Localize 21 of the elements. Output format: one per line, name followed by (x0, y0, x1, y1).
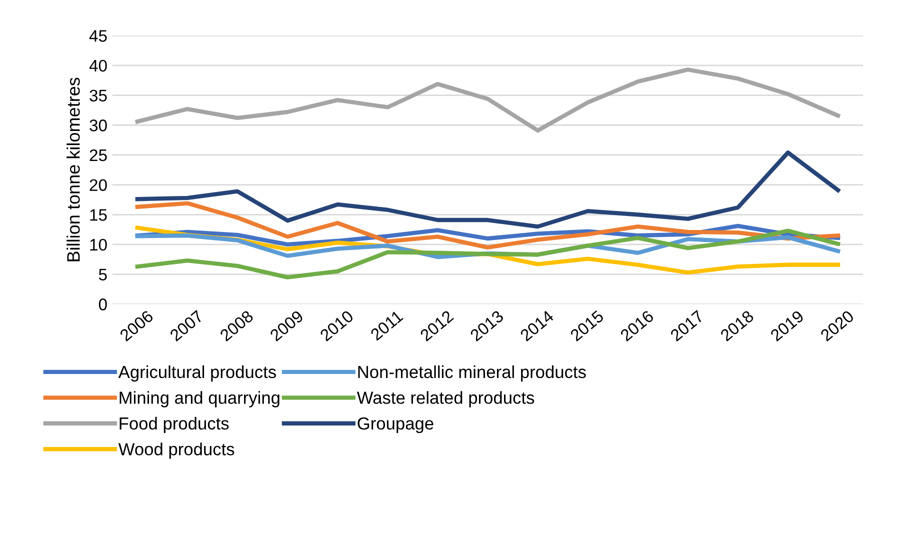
y-tick-label: 40 (89, 60, 107, 72)
legend-label: Food products (120, 416, 229, 434)
y-tick-label: 0 (98, 298, 107, 310)
y-tick-label: 10 (90, 238, 107, 251)
line-series (135, 150, 840, 229)
line-series (135, 201, 840, 250)
y-tick-label: 20 (90, 179, 107, 191)
legend-label: Non-metallic mineral products (358, 365, 586, 382)
y-axis-title: Billion tonne kilometres (66, 78, 80, 262)
legend-label: Mining and quarrying (120, 391, 280, 408)
y-tick-label: 25 (90, 149, 107, 162)
line-series (135, 68, 840, 133)
y-tick-label: 35 (90, 90, 107, 102)
y-tick-label: 45 (89, 30, 107, 42)
y-tick-label: 15 (90, 209, 107, 221)
legend-label: Groupage (358, 417, 434, 434)
legend-label: Agricultural products (118, 365, 276, 382)
y-tick-label: 5 (98, 268, 107, 281)
y-tick-label: 30 (90, 120, 107, 132)
legend-label: Wood products (118, 442, 234, 459)
legend-label: Waste related products (356, 391, 534, 408)
